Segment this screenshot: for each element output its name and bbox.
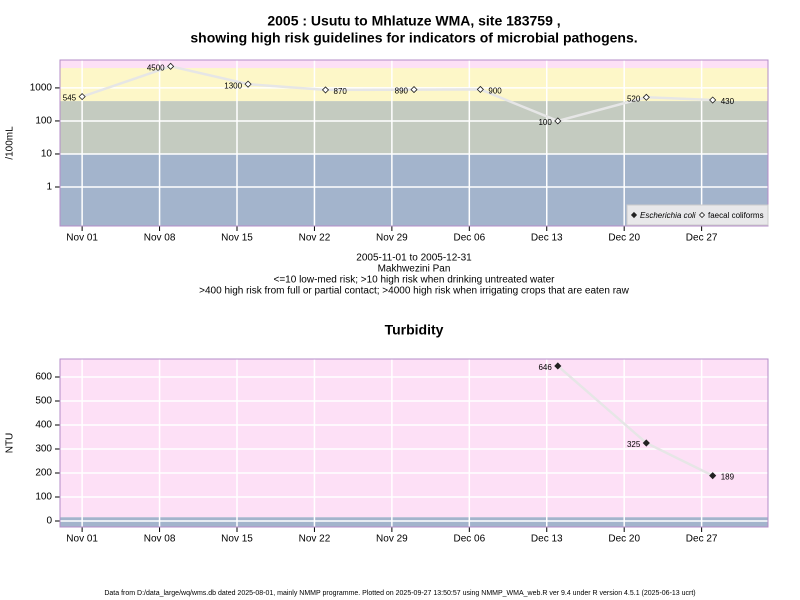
x-tick-label: Nov 01 xyxy=(66,534,98,545)
y-axis-label: /100mL xyxy=(5,126,16,160)
x-tick-label: Dec 27 xyxy=(686,534,718,545)
point xyxy=(167,62,175,70)
subtitle: <=10 low-med risk; >10 high risk when dr… xyxy=(274,275,556,286)
y-tick-label: 500 xyxy=(35,396,52,407)
risk-band xyxy=(60,68,768,102)
y-tick-label: 100 xyxy=(35,492,52,503)
plot-frame xyxy=(59,59,769,227)
y-tick-label: 100 xyxy=(35,116,52,127)
value-label: 890 xyxy=(395,87,409,96)
plot-frame xyxy=(59,358,769,528)
x-tick-label: Nov 01 xyxy=(66,233,98,244)
x-tick-label: Nov 29 xyxy=(376,233,408,244)
subtitle: >400 high risk from full or partial cont… xyxy=(199,286,629,297)
legend-marker xyxy=(630,211,638,219)
footer: Data from D:/data_large/wq/wms.db dated … xyxy=(104,590,695,597)
value-label: 325 xyxy=(627,440,641,449)
legend-marker xyxy=(698,211,706,219)
y-tick-label: 0 xyxy=(46,516,52,527)
chart-title: 2005 : Usutu to Mhlatuze WMA, site 18375… xyxy=(267,13,560,29)
point xyxy=(244,80,252,88)
x-tick-label: Nov 08 xyxy=(144,233,176,244)
y-tick-label: 600 xyxy=(35,372,52,383)
value-label: 646 xyxy=(538,363,552,372)
x-tick-label: Dec 06 xyxy=(453,534,485,545)
legend-box xyxy=(626,204,769,226)
point xyxy=(642,439,650,447)
point xyxy=(410,86,418,94)
chart-title: showing high risk guidelines for indicat… xyxy=(190,30,637,46)
point xyxy=(554,117,562,125)
x-tick-label: Dec 06 xyxy=(453,233,485,244)
x-tick-label: Dec 27 xyxy=(686,233,718,244)
value-label: 100 xyxy=(538,118,552,127)
y-tick-label: 300 xyxy=(35,444,52,455)
risk-band xyxy=(60,517,768,527)
point xyxy=(642,93,650,101)
y-tick-label: 10 xyxy=(41,149,53,160)
risk-band xyxy=(60,60,768,69)
y-tick-label: 1 xyxy=(46,182,52,193)
point xyxy=(476,85,484,93)
legend-label: Escherichia coli xyxy=(640,211,696,220)
value-label: 870 xyxy=(334,87,348,96)
value-label: 4500 xyxy=(147,63,165,72)
x-tick-label: Nov 22 xyxy=(299,534,331,545)
x-tick-label: Nov 22 xyxy=(299,233,331,244)
point xyxy=(709,96,717,104)
subtitle: 2005-11-01 to 2005-12-31 xyxy=(356,253,472,264)
risk-band xyxy=(60,359,768,518)
x-tick-label: Dec 20 xyxy=(608,534,640,545)
x-tick-label: Dec 20 xyxy=(608,233,640,244)
subtitle: Makhwezini Pan xyxy=(378,264,451,275)
point xyxy=(709,472,717,480)
y-tick-label: 1000 xyxy=(30,83,53,94)
y-axis-label: NTU xyxy=(5,433,16,454)
point xyxy=(78,93,86,101)
x-tick-label: Dec 13 xyxy=(531,534,563,545)
legend-label: faecal coliforms xyxy=(708,211,764,220)
x-tick-label: Dec 13 xyxy=(531,233,563,244)
y-tick-label: 200 xyxy=(35,468,52,479)
risk-band xyxy=(60,101,768,154)
x-tick-label: Nov 08 xyxy=(144,534,176,545)
y-tick-label: 400 xyxy=(35,420,52,431)
x-tick-label: Nov 15 xyxy=(221,534,253,545)
value-label: 545 xyxy=(63,94,77,103)
value-label: 189 xyxy=(721,473,735,482)
value-label: 900 xyxy=(488,87,502,96)
value-label: 1300 xyxy=(224,81,242,90)
value-label: 520 xyxy=(627,94,641,103)
x-tick-label: Nov 29 xyxy=(376,534,408,545)
point xyxy=(554,362,562,370)
value-label: 430 xyxy=(721,97,735,106)
chart-title: Turbidity xyxy=(385,322,444,338)
point xyxy=(321,86,330,94)
x-tick-label: Nov 15 xyxy=(221,233,253,244)
